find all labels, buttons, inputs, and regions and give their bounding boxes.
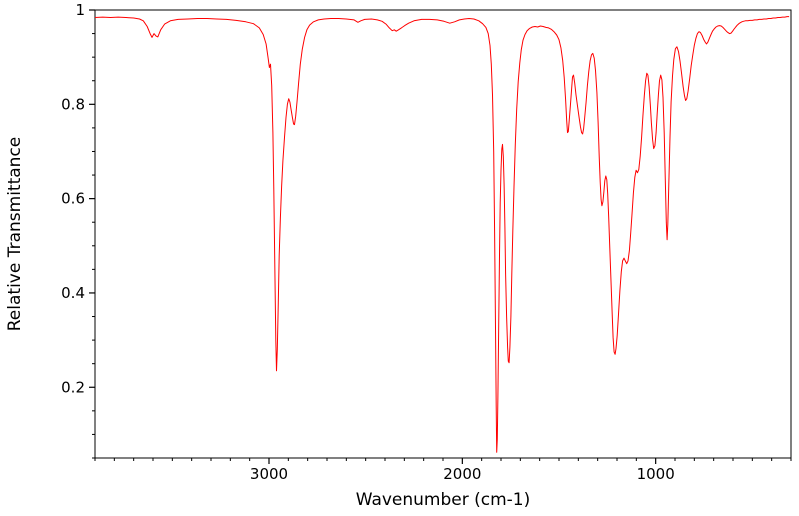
y-tick-label: 0.2 (61, 378, 85, 396)
plot-border (94, 9, 792, 459)
spectrum-line (94, 16, 790, 453)
y-axis-label: Relative Transmittance (5, 137, 25, 332)
x-tick-label: 1000 (637, 465, 675, 483)
y-tick-label: 0.8 (61, 95, 85, 113)
y-tick-label: 0.4 (61, 284, 85, 302)
x-axis-label: Wavenumber (cm-1) (356, 490, 531, 510)
y-tick-label: 0.6 (61, 190, 85, 208)
x-tick-label: 3000 (250, 465, 288, 483)
x-tick-label: 2000 (443, 465, 481, 483)
y-tick-label: 1 (75, 1, 85, 19)
